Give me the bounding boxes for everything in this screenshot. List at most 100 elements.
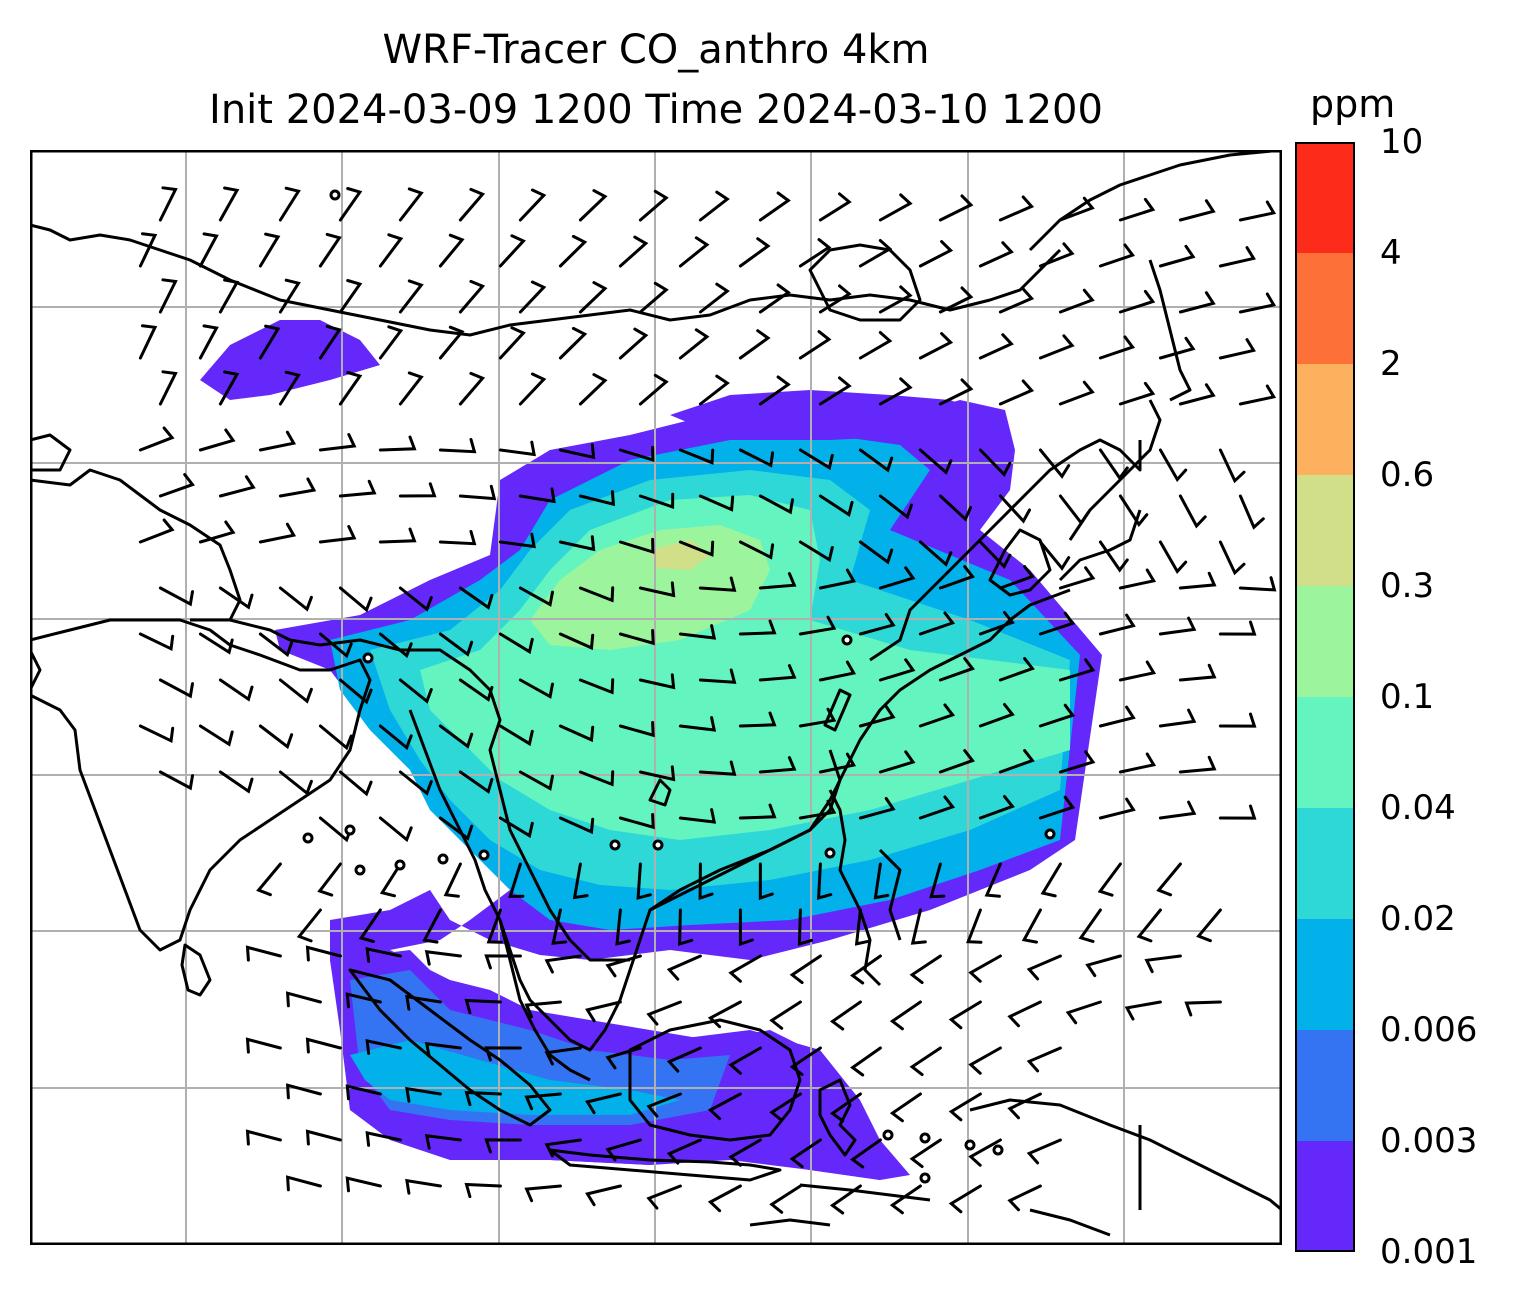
coast-lesser-sunda [799,1183,931,1202]
wind-barb [378,632,413,659]
wind-barb [698,576,737,592]
wind-barb [138,324,158,360]
wind-barb [558,326,588,360]
wind-barb [1038,540,1071,571]
wind-barb [544,954,582,974]
wind-barb [405,994,442,1011]
wind-barb [978,540,1012,569]
wind-barb [256,862,282,897]
wind-barb [889,1184,922,1215]
wind-barb [998,494,1031,524]
wind-barb [318,433,357,452]
wind-barb [605,1138,642,1162]
wind-barb [918,540,953,567]
wind-barb [245,945,282,962]
wind-barb [678,716,717,732]
wind-barb [484,1138,522,1154]
wind-barb [158,678,194,699]
wind-barb [498,234,526,268]
wind-barbs [138,186,1277,1215]
wind-barb [798,707,837,728]
wind-barb [1038,242,1075,268]
wind-barb [638,281,669,314]
wind-barb [318,724,353,751]
wind-barb [1118,197,1156,222]
coast-korea [988,528,1052,597]
wind-barb [278,370,301,406]
wind-barb [338,586,373,613]
wind-barb [1158,616,1197,636]
wind-barb [1038,703,1076,728]
wind-barb [1158,448,1188,483]
wind-barb [498,632,534,655]
wind-barb [1178,755,1217,774]
wind-barb [1007,1184,1042,1212]
wind-barb [1058,658,1096,682]
colorbar-tick-label: 4 [1380,233,1402,273]
wind-barb [578,586,615,603]
wind-barb [978,333,1014,360]
wind-barb [909,1046,942,1077]
wind-barb [1218,338,1256,360]
wind-barb [398,678,433,704]
wind-barb [398,586,433,612]
wind-barb [909,954,942,985]
wind-barb [278,278,301,314]
wind-barb [296,908,322,943]
colorbar-segment [1295,919,1355,1030]
wind-barb [379,862,402,898]
wind-barb [878,750,916,774]
wind-barb [1238,200,1277,222]
colorbar-tick-label: 0.1 [1380,677,1435,717]
wind-barb [498,816,534,839]
wind-barb [698,760,737,776]
wind-barb [345,992,382,1009]
map-frame [30,150,1282,1245]
wind-barb [278,477,317,498]
wind-barb [666,1138,702,1165]
wind-barb [1124,1000,1162,1021]
wind-barb [698,668,737,684]
wind-barb [998,565,1035,590]
wind-barb [938,286,974,314]
wind-barb [1021,908,1042,944]
wind-barb [1196,908,1222,943]
wind-barb [424,950,462,966]
wind-barb [678,540,715,557]
wind-barb [909,1138,942,1169]
wind-barb [618,721,655,738]
wind-barb [1065,1000,1102,1025]
plume-northwest [200,320,380,400]
wind-barb [518,678,554,699]
wind-barb [678,808,717,824]
wind-barb [618,327,649,360]
wind-barb [198,428,236,452]
wind-barb [798,448,834,471]
wind-barb [1098,448,1129,481]
wind-barb [769,1000,802,1030]
wind-barb [878,285,913,314]
wind-barb [758,494,794,515]
wind-barb [968,1046,1002,1075]
wind-barb [998,195,1035,222]
wind-barb [138,518,175,544]
coast-java [548,1148,782,1182]
wind-barb [245,1037,282,1054]
wind-barb [258,232,281,268]
wind-barb [968,1138,1002,1167]
colorbar-unit: ppm [1310,82,1396,126]
colorbar-tick-label: 0.04 [1380,788,1456,828]
wind-barb [678,908,694,947]
wind-barb [878,658,916,682]
wind-barb [918,795,956,820]
wind-barb [1118,660,1157,682]
colorbar-tick-label: 0.3 [1380,566,1435,606]
wind-barb [678,328,710,360]
wind-barb [518,372,547,406]
wind-barb [365,946,402,963]
wind-barb [524,1184,562,1203]
wind-barb [1058,380,1095,406]
wind-barb [638,189,669,222]
wind-barb [1178,383,1216,406]
calm-markers [302,189,1056,1184]
